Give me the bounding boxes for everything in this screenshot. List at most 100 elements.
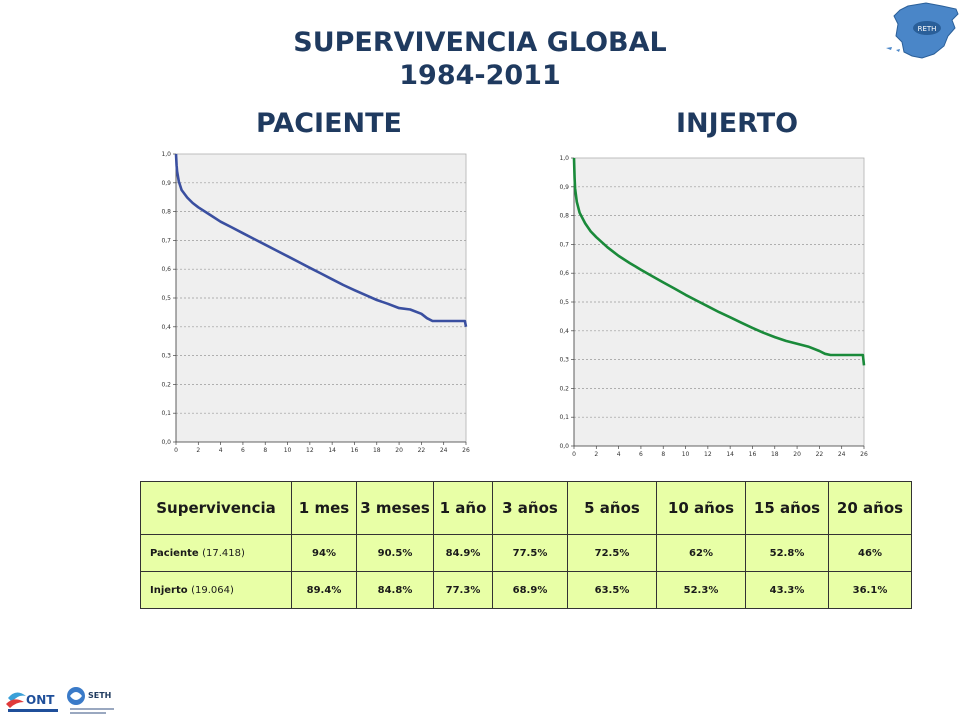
y-tick-label: 0,7	[559, 241, 569, 248]
x-tick-label: 6	[639, 451, 643, 458]
x-tick-label: 2	[594, 451, 598, 458]
x-tick-label: 2	[196, 447, 200, 454]
y-tick-label: 1,0	[161, 151, 171, 158]
x-tick-label: 10	[682, 451, 690, 458]
header-cell: 1 mes	[291, 481, 357, 535]
header-cell: 15 años	[745, 481, 829, 535]
table-row: Injerto (19.064) 89.4% 84.8% 77.3% 68.9%…	[140, 571, 912, 609]
table-cell: 36.1%	[828, 571, 912, 609]
chart-injerto: 0,00,10,20,30,40,50,60,70,80,91,00 2 4 6 8 10…	[559, 155, 868, 458]
footer-logos: ONT SETH	[6, 687, 114, 714]
x-tick-label: 14	[726, 451, 734, 458]
x-tick-label: 20	[395, 447, 403, 454]
reth-logo-text: RETH	[918, 25, 937, 33]
ont-logo: ONT	[6, 692, 58, 712]
y-tick-label: 0,1	[161, 410, 171, 417]
table-cell: 90.5%	[356, 534, 434, 572]
row-label: Injerto (19.064)	[140, 571, 292, 609]
x-tick-label: 12	[306, 447, 314, 454]
y-tick-label: 0,6	[559, 270, 569, 277]
x-tick-label: 6	[241, 447, 245, 454]
row-label-name: Injerto	[150, 584, 188, 596]
table-cell: 84.9%	[433, 534, 493, 572]
y-tick-label: 0,9	[559, 184, 569, 191]
table-cell: 72.5%	[567, 534, 657, 572]
x-tick-label: 12	[704, 451, 712, 458]
y-tick-label: 0,2	[559, 385, 569, 392]
row-label-count: (17.418)	[202, 547, 245, 559]
y-tick-label: 0,5	[559, 299, 569, 306]
x-tick-label: 22	[816, 451, 824, 458]
x-tick-label: 10	[284, 447, 292, 454]
table-cell: 52.3%	[656, 571, 746, 609]
table-cell: 77.5%	[492, 534, 568, 572]
row-label: Paciente (17.418)	[140, 534, 292, 572]
header-cell: 5 años	[567, 481, 657, 535]
islands-shape	[886, 47, 900, 52]
x-tick-label: 4	[617, 451, 621, 458]
seth-logo-text: SETH	[88, 691, 111, 700]
y-tick-label: 0,3	[161, 353, 171, 360]
x-tick-label: 16	[351, 447, 359, 454]
x-tick-label: 24	[440, 447, 448, 454]
x-tick-label: 0	[572, 451, 576, 458]
main-title: SUPERVIVENCIA GLOBAL	[293, 27, 667, 58]
y-tick-label: 1,0	[559, 155, 569, 162]
table-cell: 89.4%	[291, 571, 357, 609]
series-line	[174, 153, 468, 328]
table-row: Paciente (17.418) 94% 90.5% 84.9% 77.5% …	[140, 534, 912, 572]
y-tick-label: 0,6	[161, 266, 171, 273]
chart-title-paciente: PACIENTE	[256, 108, 402, 139]
reth-badge	[913, 21, 941, 35]
header-cell: Supervivencia	[140, 481, 292, 535]
table-cell: 43.3%	[745, 571, 829, 609]
survival-table: Supervivencia 1 mes 3 meses 1 año 3 años…	[140, 481, 912, 609]
series-line	[572, 157, 866, 366]
x-tick-label: 8	[263, 447, 267, 454]
x-tick-label: 4	[219, 447, 223, 454]
table-cell: 77.3%	[433, 571, 493, 609]
table-cell: 84.8%	[356, 571, 434, 609]
chart-title-injerto: INJERTO	[676, 108, 799, 139]
chart-paciente: 0,00,10,20,30,40,50,60,70,80,91,00 2 4 6 8 10…	[161, 151, 470, 454]
table-cell: 94%	[291, 534, 357, 572]
x-tick-label: 16	[749, 451, 757, 458]
y-tick-label: 0,4	[559, 328, 569, 335]
header-cell: 1 año	[433, 481, 493, 535]
x-tick-label: 18	[373, 447, 381, 454]
y-tick-label: 0,5	[161, 295, 171, 302]
y-tick-label: 0,8	[559, 213, 569, 220]
header-cell: 3 años	[492, 481, 568, 535]
y-tick-label: 0,0	[559, 443, 569, 450]
y-tick-label: 0,8	[161, 209, 171, 216]
x-tick-label: 26	[462, 447, 470, 454]
x-tick-label: 20	[793, 451, 801, 458]
x-tick-label: 14	[328, 447, 336, 454]
header-cell: 20 años	[828, 481, 912, 535]
row-label-name: Paciente	[150, 547, 199, 559]
table-cell: 52.8%	[745, 534, 829, 572]
x-tick-label: 8	[661, 451, 665, 458]
row-label-count: (19.064)	[191, 584, 234, 596]
y-tick-label: 0,7	[161, 237, 171, 244]
table-cell: 68.9%	[492, 571, 568, 609]
y-tick-label: 0,4	[161, 324, 171, 331]
spain-map-logo: RETH	[886, 2, 959, 59]
table-header-row: Supervivencia 1 mes 3 meses 1 año 3 años…	[140, 481, 912, 535]
y-tick-label: 0,3	[559, 357, 569, 364]
header-cell: 3 meses	[356, 481, 434, 535]
y-tick-label: 0,1	[559, 414, 569, 421]
table-cell: 62%	[656, 534, 746, 572]
x-tick-label: 0	[174, 447, 178, 454]
header-cell: 10 años	[656, 481, 746, 535]
y-tick-label: 0,2	[161, 381, 171, 388]
x-tick-label: 24	[838, 451, 846, 458]
main-subtitle-years: 1984-2011	[399, 60, 561, 91]
table-cell: 63.5%	[567, 571, 657, 609]
x-tick-label: 26	[860, 451, 868, 458]
seth-logo: SETH	[67, 687, 114, 714]
table-cell: 46%	[828, 534, 912, 572]
x-tick-label: 18	[771, 451, 779, 458]
ont-logo-text: ONT	[26, 693, 55, 707]
y-tick-label: 0,9	[161, 180, 171, 187]
